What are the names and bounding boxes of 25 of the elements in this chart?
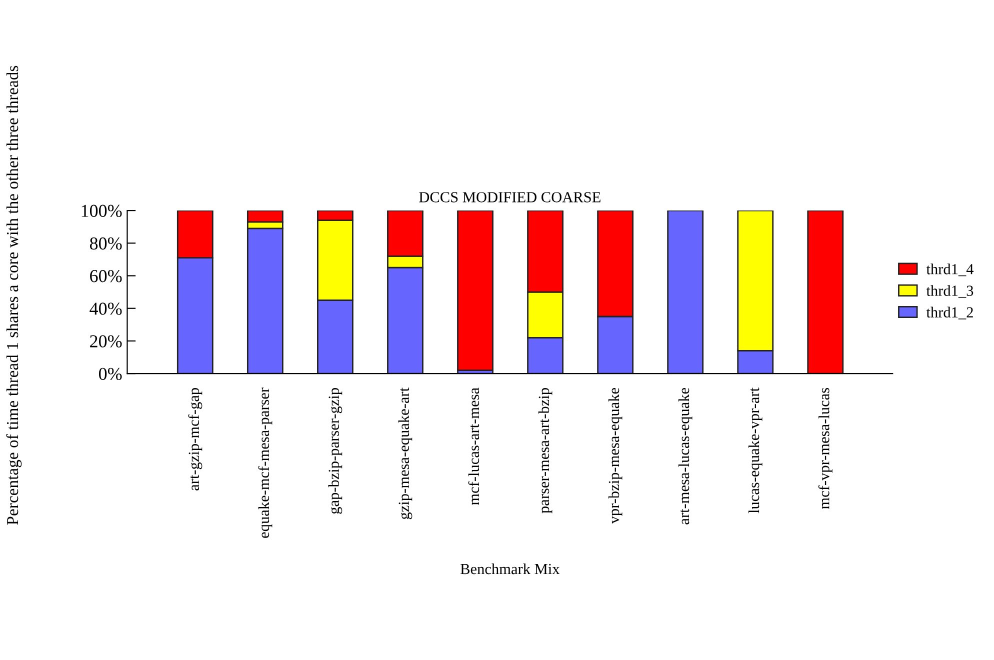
x-axis-title: Benchmark Mix — [460, 563, 560, 574]
y-tick-label: 40% — [90, 302, 122, 315]
legend-label: thrd1_2 — [926, 306, 973, 320]
x-tick-label: equake-mcf-mesa-parser — [258, 388, 272, 538]
y-tick-label: 80% — [90, 237, 122, 250]
y-tick-label: 60% — [90, 270, 122, 282]
chart-title: DCCS MODIFIED COARSE — [419, 192, 600, 202]
y-tick-label: 0% — [98, 368, 122, 380]
y-tick-label: 20% — [90, 335, 122, 348]
bar — [667, 210, 704, 374]
x-tick-label: art-gzip-mcf-gap — [188, 388, 202, 490]
x-tick-label: mcf-vpr-mesa-lucas — [818, 388, 832, 509]
x-tick-label: lucas-equake-vpr-art — [748, 388, 762, 514]
x-tick-label: parser-mesa-art-bzip — [538, 388, 552, 514]
bar — [807, 210, 844, 374]
legend-label: thrd1_4 — [926, 264, 974, 276]
bar — [457, 210, 494, 371]
x-tick-label: art-mesa-lucas-equake — [678, 388, 692, 524]
x-tick-label: gzip-mesa-equake-art — [398, 388, 412, 520]
x-tick-label: mcf-lucas-art-mesa — [468, 388, 480, 506]
y-axis-title: Percentage of time thread 1 shares a core with the other three threads — [6, 66, 22, 525]
legend-label: thrd1_3 — [926, 285, 974, 298]
y-tick-label: 100% — [82, 204, 122, 218]
x-tick-label: vpr-bzip-mesa-equake — [608, 388, 622, 524]
x-tick-label: gap-bzip-parser-gzip — [328, 388, 342, 514]
